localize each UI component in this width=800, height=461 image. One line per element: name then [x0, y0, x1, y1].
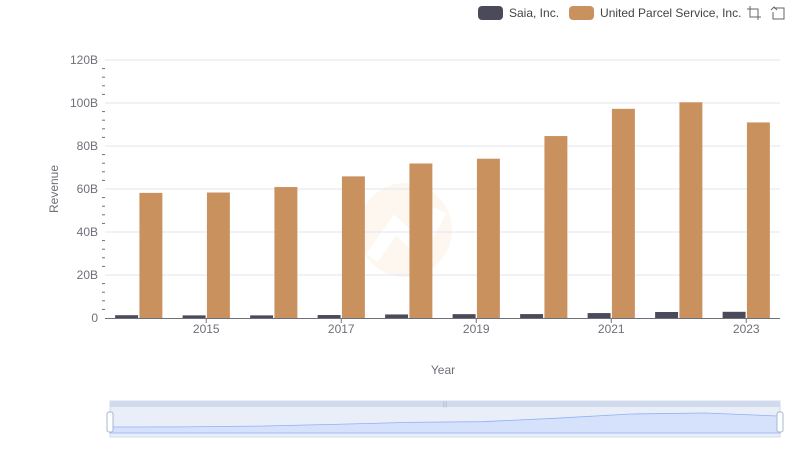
bar-ups-2021[interactable]	[611, 108, 635, 318]
bar-ups-2016[interactable]	[274, 187, 298, 318]
bar-saia-2018[interactable]	[385, 314, 409, 318]
x-tick-label: 2023	[733, 322, 760, 336]
bar-saia-2014[interactable]	[115, 315, 139, 318]
bar-saia-2021[interactable]	[587, 313, 611, 318]
data-zoom-left-handle[interactable]	[106, 411, 114, 433]
legend-item-ups[interactable]: United Parcel Service, Inc.	[569, 6, 741, 20]
bar-saia-2022[interactable]	[655, 312, 679, 318]
x-tick-label: 2021	[598, 322, 625, 336]
bars	[115, 102, 770, 318]
bar-saia-2019[interactable]	[452, 314, 476, 318]
data-zoom-slider[interactable]: |||	[106, 400, 784, 438]
y-tick-label: 0	[91, 311, 98, 325]
x-axis-ticks: 2015 2017 2019 2021 2023	[193, 318, 760, 336]
bar-ups-2023[interactable]	[746, 122, 770, 318]
bar-ups-2015[interactable]	[206, 192, 230, 318]
x-tick-label: 2019	[463, 322, 490, 336]
bar-saia-2020[interactable]	[520, 314, 544, 318]
y-tick-label: 40B	[77, 225, 98, 239]
legend-label-ups: United Parcel Service, Inc.	[600, 6, 742, 20]
legend-label-saia: Saia, Inc.	[509, 6, 560, 20]
bar-ups-2019[interactable]	[476, 158, 500, 318]
y-minor-ticks	[102, 68, 105, 310]
data-zoom-right-handle[interactable]	[776, 411, 784, 433]
legend: Saia, Inc. United Parcel Service, Inc.	[478, 4, 751, 22]
y-tick-label: 120B	[70, 53, 98, 67]
legend-swatch-ups	[569, 6, 595, 20]
restore-icon[interactable]	[770, 5, 786, 21]
legend-item-saia[interactable]: Saia, Inc.	[478, 6, 559, 20]
data-zoom-grip-icon[interactable]: |||	[443, 402, 448, 408]
legend-swatch-saia	[478, 6, 503, 20]
y-tick-label: 60B	[77, 182, 98, 196]
zoom-icon[interactable]	[746, 5, 762, 21]
bar-saia-2016[interactable]	[250, 315, 274, 318]
toolbox	[746, 5, 786, 21]
bar-ups-2020[interactable]	[544, 136, 568, 318]
bar-ups-2018[interactable]	[409, 163, 433, 318]
y-tick-label: 80B	[77, 139, 98, 153]
bar-saia-2015[interactable]	[182, 315, 206, 318]
watermark-logo	[358, 183, 452, 277]
y-tick-label: 100B	[70, 96, 98, 110]
x-tick-label: 2015	[193, 322, 220, 336]
y-axis-title: Revenue	[47, 165, 61, 213]
bar-ups-2014[interactable]	[139, 192, 163, 318]
bar-ups-2017[interactable]	[341, 176, 365, 318]
x-tick-label: 2017	[328, 322, 355, 336]
bar-saia-2017[interactable]	[317, 315, 341, 318]
y-axis-ticks: 0 20B 40B 60B 80B 100B 120B	[70, 53, 98, 325]
x-axis-title: Year	[431, 363, 455, 377]
bar-ups-2022[interactable]	[679, 102, 703, 318]
bar-saia-2023[interactable]	[722, 311, 746, 318]
y-tick-label: 20B	[77, 268, 98, 282]
